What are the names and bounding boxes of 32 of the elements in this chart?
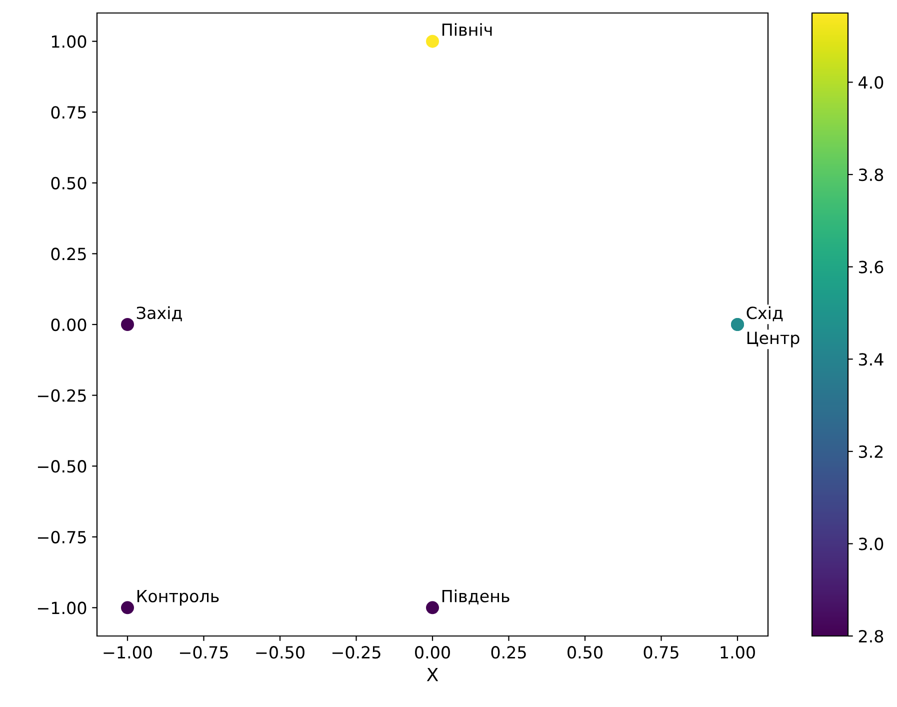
annotation: Центр (747, 332, 800, 348)
color-bar-label: 4.0 (858, 76, 884, 89)
y-tick-label: 0.25 (51, 248, 86, 260)
x-tick-label: −1.00 (104, 646, 152, 659)
color-bar-label: 2.8 (858, 630, 884, 643)
annotation: Контроль (137, 590, 219, 606)
y-tick-label: 0.75 (51, 106, 86, 119)
x-tick-label: 0.25 (491, 646, 526, 659)
y-tick-label: 0.00 (51, 318, 86, 332)
annotation: Захід (136, 306, 182, 322)
color-bar-label: 3.4 (858, 353, 884, 366)
y-tick-label: 1.00 (52, 35, 86, 48)
annotation: Північ (442, 23, 492, 36)
color-bar-label: 3.6 (858, 260, 884, 274)
x-tick-label: 0.50 (568, 646, 602, 659)
annotation: Схід (746, 306, 783, 322)
y-tick-label: −1.00 (38, 602, 86, 614)
x-tick-label: 0.75 (644, 646, 678, 659)
color-bar-label: 3.0 (858, 538, 884, 550)
y-tick-label: −0.75 (38, 530, 86, 544)
x-tick-label: 1.00 (720, 646, 755, 659)
color-bar-label: 3.2 (858, 445, 883, 458)
x-tick-label: −0.50 (256, 646, 304, 659)
x-axis-title: X (426, 668, 438, 682)
color-bar-label: 3.8 (858, 168, 884, 182)
x-tick-label: 0.00 (415, 646, 450, 659)
y-tick-label: −0.50 (38, 460, 86, 473)
x-tick-label: −0.75 (180, 646, 228, 659)
x-tick-label: −0.25 (332, 646, 380, 659)
annotation: Південь (442, 589, 510, 604)
y-tick-label: 0.50 (51, 176, 86, 190)
y-tick-label: −0.25 (38, 389, 86, 402)
